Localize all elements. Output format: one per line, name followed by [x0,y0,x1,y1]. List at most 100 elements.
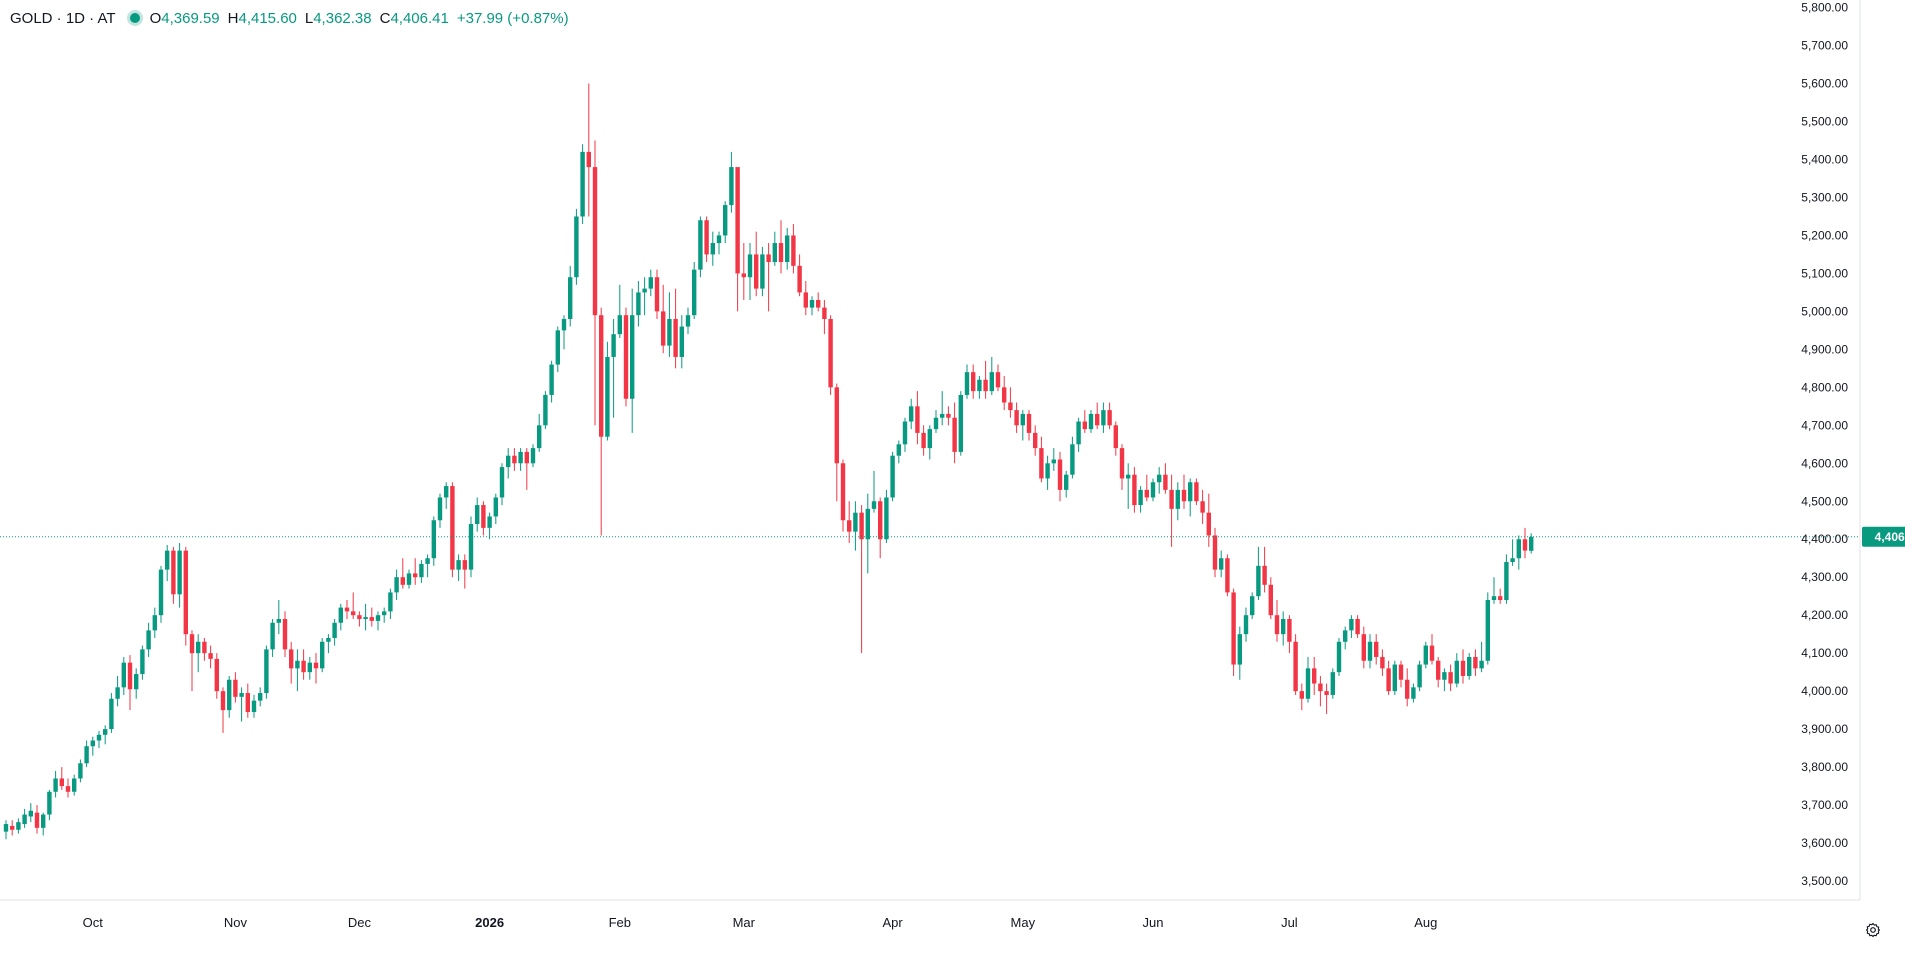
candle[interactable] [1144,474,1149,502]
candle[interactable] [462,554,467,589]
candle[interactable] [543,391,548,430]
candle[interactable] [1051,448,1056,471]
candle[interactable] [1219,550,1224,578]
candle[interactable] [555,326,560,373]
candle[interactable] [134,668,139,699]
candle[interactable] [1454,653,1459,688]
candle[interactable] [468,516,474,578]
candle[interactable] [865,493,870,574]
candle[interactable] [1305,656,1311,703]
candle[interactable] [654,269,660,319]
candle[interactable] [716,231,722,255]
candle[interactable] [853,501,858,551]
candle[interactable] [289,641,294,684]
candle[interactable] [1299,683,1304,711]
candle[interactable] [791,224,796,274]
candle[interactable] [592,140,598,426]
candle[interactable] [1324,683,1329,714]
candle[interactable] [1188,478,1193,517]
candle[interactable] [301,649,306,680]
candle[interactable] [946,406,951,426]
candle[interactable] [586,83,591,217]
candle[interactable] [1082,410,1087,433]
candle[interactable] [1380,649,1385,676]
candle[interactable] [599,307,604,536]
candle[interactable] [803,281,808,316]
candle[interactable] [809,296,815,316]
candle[interactable] [1287,615,1292,654]
candle[interactable] [692,262,697,319]
candle[interactable] [1256,546,1261,600]
candle[interactable] [623,307,629,407]
candle[interactable] [816,292,821,312]
symbol-title[interactable]: GOLD · 1D · AT [10,9,116,27]
candle[interactable] [896,440,901,464]
candle[interactable] [772,231,777,266]
candle[interactable] [16,818,21,834]
candle[interactable] [1045,455,1050,490]
candle[interactable] [1150,478,1156,502]
candle[interactable] [884,489,889,544]
candle[interactable] [679,315,684,369]
candle[interactable] [983,360,988,399]
candle[interactable] [977,375,982,399]
candle[interactable] [1498,588,1503,604]
candle[interactable] [258,687,263,707]
candle[interactable] [1398,660,1404,688]
candle[interactable] [1423,641,1428,669]
candle[interactable] [580,144,585,225]
candle[interactable] [1088,410,1094,433]
candle[interactable] [840,459,846,532]
candle[interactable] [1349,615,1354,638]
candle[interactable] [1473,649,1478,676]
candle[interactable] [518,448,523,471]
candle[interactable] [1194,478,1199,506]
candle[interactable] [152,607,157,638]
candle[interactable] [537,413,542,452]
candle[interactable] [481,501,486,536]
candle[interactable] [344,600,350,619]
candle[interactable] [995,364,1001,392]
candle[interactable] [1095,402,1100,430]
candle[interactable] [28,803,33,823]
candle[interactable] [1002,375,1007,411]
candle[interactable] [22,808,27,828]
candle[interactable] [96,731,102,749]
candle[interactable] [1268,577,1273,619]
candle[interactable] [251,694,257,718]
candle[interactable] [338,603,343,631]
candle[interactable] [1101,402,1106,433]
candle[interactable] [245,683,250,718]
candle[interactable] [351,592,356,619]
candle[interactable] [1281,611,1286,646]
candle[interactable] [1448,664,1453,692]
candle[interactable] [1237,626,1242,680]
candle[interactable] [1417,660,1422,692]
candle[interactable] [1070,436,1075,479]
candle[interactable] [456,554,461,582]
candle[interactable] [964,364,970,399]
candle[interactable] [747,243,753,300]
candle[interactable] [487,512,492,540]
candle[interactable] [952,402,957,464]
candle[interactable] [72,774,77,796]
candle[interactable] [1392,660,1397,695]
candle[interactable] [605,341,610,441]
candle[interactable] [1212,527,1218,578]
candle[interactable] [729,151,734,213]
candle[interactable] [1405,668,1410,707]
candle[interactable] [710,231,715,266]
candle[interactable] [189,630,195,692]
candle[interactable] [1250,592,1255,619]
candle[interactable] [1231,588,1236,676]
candle[interactable] [1163,463,1168,494]
candle[interactable] [611,318,616,418]
candle[interactable] [1330,668,1335,699]
candle[interactable] [171,546,176,604]
candle[interactable] [65,778,71,798]
candle[interactable] [847,501,852,544]
gear-icon[interactable] [1860,917,1886,943]
candle[interactable] [890,451,895,502]
candle[interactable] [177,543,182,608]
candle[interactable] [797,254,802,297]
